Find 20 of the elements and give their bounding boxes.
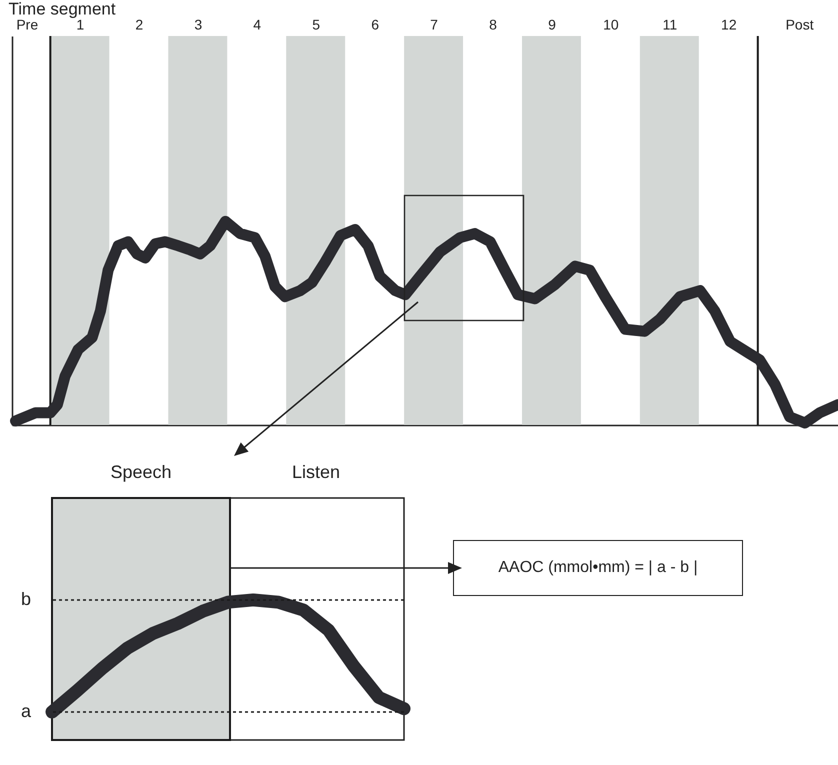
x-tick-label: 12 bbox=[721, 16, 737, 32]
x-tick-label: 2 bbox=[135, 16, 144, 32]
ref-line-label: b bbox=[20, 588, 32, 609]
ref-line-label: a bbox=[20, 700, 32, 721]
x-tick-label: 6 bbox=[371, 16, 380, 32]
x-tick-label: 11 bbox=[662, 16, 678, 32]
text: Listen bbox=[292, 462, 340, 483]
x-tick-label: 4 bbox=[253, 16, 262, 32]
x-tick-label: Post bbox=[786, 16, 814, 32]
x-tick-label: 9 bbox=[548, 16, 556, 32]
x-tick-label: 10 bbox=[603, 16, 619, 32]
text: AAOC (mmol•mm) = | a - b | bbox=[453, 540, 743, 596]
x-tick-label: 7 bbox=[430, 16, 438, 32]
x-tick-label: 5 bbox=[312, 16, 320, 32]
x-tick-label: 3 bbox=[194, 16, 202, 32]
x-tick-label: Pre bbox=[16, 16, 38, 32]
x-axis-title: Time segment bbox=[8, 0, 116, 18]
x-tick-label: 8 bbox=[489, 16, 498, 32]
x-tick-label: 1 bbox=[76, 16, 84, 32]
text: Speech bbox=[110, 462, 172, 483]
